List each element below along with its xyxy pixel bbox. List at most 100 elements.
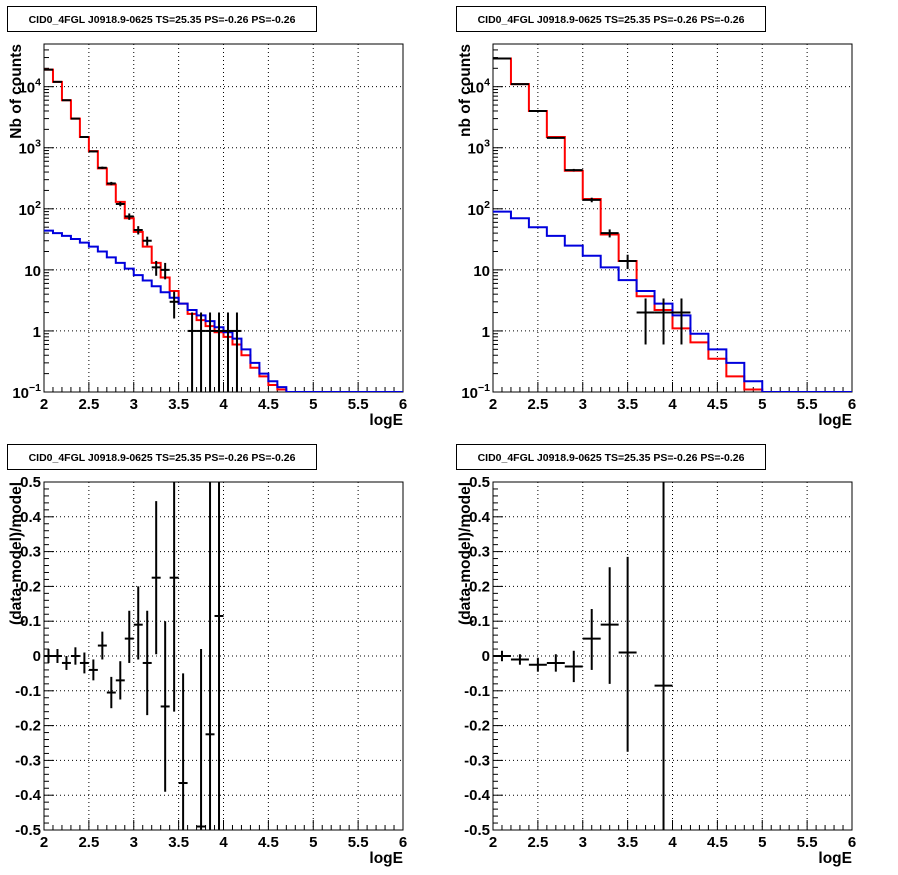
y-tick-label: 104 xyxy=(467,77,490,97)
panel-residuals-coarse: 2 2.5 3 3.5 4 4.5 5 5.5 6 -0.5 -0.4 -0.3 -0.2 -0.1 0 0.… xyxy=(449,438,898,875)
y-tick-label: 102 xyxy=(18,199,41,219)
data-point xyxy=(654,298,673,345)
x-tick-label: 2 xyxy=(40,396,48,413)
y-tick-base: 10 xyxy=(12,385,29,402)
y-tick-base: 1 xyxy=(33,324,41,341)
data-point xyxy=(600,567,619,684)
data-point xyxy=(636,298,655,345)
x-tick-label: 6 xyxy=(848,834,856,851)
data-point xyxy=(618,254,637,270)
x-tick-label: 5 xyxy=(309,834,317,851)
chart-residuals-fine: 2 2.5 3 3.5 4 4.5 5 5.5 6 -0.5 -0.4 -0.3 -0.2 -0.1 0 0.… xyxy=(8,474,407,867)
data-point xyxy=(546,136,565,139)
y-axis-label: (data-model)/model xyxy=(457,482,474,625)
plot-area xyxy=(44,68,403,392)
x-tick-label: 6 xyxy=(399,396,407,413)
x-tick-label: 2.5 xyxy=(527,834,548,851)
data-point xyxy=(133,586,143,660)
data-point xyxy=(160,262,170,280)
panel-title: CID0_4FGL J0918.9-0625 TS=25.35 PS=-0.26… xyxy=(456,444,766,470)
data-point xyxy=(528,657,547,672)
x-tick-label: 3 xyxy=(579,396,587,413)
x-tick-label: 3.5 xyxy=(168,396,189,413)
axis-ticks xyxy=(492,43,853,393)
chart-counts-coarse: 2 2.5 3 3.5 4 4.5 5 5.5 610−1110102103104logEnb … xyxy=(457,43,856,429)
y-tick-base: 10 xyxy=(467,202,484,219)
y-tick-label: 10 xyxy=(473,263,490,280)
y-tick-exponent: −1 xyxy=(29,382,41,394)
y-tick-label: 102 xyxy=(467,199,490,219)
x-tick-label: 5.5 xyxy=(797,834,818,851)
x-tick-label: 5 xyxy=(309,396,317,413)
data-point xyxy=(106,676,116,709)
data-point xyxy=(564,168,583,172)
y-tick-label: -0.1 xyxy=(464,683,490,700)
plot-area xyxy=(44,482,224,830)
x-tick-label: 2 xyxy=(489,834,497,851)
y-tick-label: -0.3 xyxy=(15,752,41,769)
chart-counts-fine: 2 2.5 3 3.5 4 4.5 5 5.5 610−1110102103104logENb … xyxy=(8,43,407,429)
x-tick-label: 4.5 xyxy=(707,834,728,851)
y-tick-label: 0.5 xyxy=(20,474,41,491)
data-point xyxy=(151,260,161,276)
y-tick-label: -0.1 xyxy=(15,683,41,700)
data-point xyxy=(582,197,601,203)
x-tick-label: 4 xyxy=(668,396,677,413)
y-tick-label: 0.3 xyxy=(469,544,490,561)
data-point xyxy=(672,298,691,345)
data-point xyxy=(214,312,224,392)
y-tick-label: 0.1 xyxy=(469,613,490,630)
panel-counts-fine: 2 2.5 3 3.5 4 4.5 5 5.5 6 10−1 1 10 102 103 104 logE Nb … xyxy=(0,0,449,437)
x-tick-label: 6 xyxy=(399,834,407,851)
panel-title: CID0_4FGL J0918.9-0625 TS=25.35 PS=-0.26… xyxy=(456,6,766,32)
panel-title: CID0_4FGL J0918.9-0625 TS=25.35 PS=-0.26… xyxy=(7,6,317,32)
y-tick-label: -0.2 xyxy=(464,718,490,735)
x-tick-label: 4 xyxy=(219,396,228,413)
data-point xyxy=(205,312,215,392)
x-tick-label: 5.5 xyxy=(348,834,369,851)
data-point xyxy=(205,482,215,830)
grid xyxy=(493,482,852,830)
data-point xyxy=(44,68,53,71)
y-tick-base: 10 xyxy=(467,80,484,97)
y-tick-label: 1 xyxy=(482,324,490,341)
data-point xyxy=(169,291,179,319)
y-tick-exponent: 4 xyxy=(35,77,41,89)
x-axis-label: logE xyxy=(369,412,403,429)
y-tick-label: 103 xyxy=(18,138,41,158)
data-point xyxy=(97,166,107,169)
x-tick-label: 2.5 xyxy=(78,396,99,413)
data-point xyxy=(214,482,224,830)
x-tick-label: 3.5 xyxy=(168,834,189,851)
x-tick-label: 5 xyxy=(758,834,766,851)
y-tick-label: -0.5 xyxy=(464,822,490,839)
data-point xyxy=(124,213,134,220)
x-tick-label: 4.5 xyxy=(258,396,279,413)
grid xyxy=(493,44,852,392)
x-tick-label: 2.5 xyxy=(78,834,99,851)
y-tick-label: 10−1 xyxy=(461,382,490,402)
x-tick-label: 6 xyxy=(848,396,856,413)
data-point xyxy=(70,647,80,665)
y-tick-label: 103 xyxy=(467,138,490,158)
y-tick-exponent: 4 xyxy=(484,77,490,89)
data-point xyxy=(133,226,143,235)
data-point xyxy=(124,610,134,663)
x-tick-label: 4.5 xyxy=(707,396,728,413)
chart-residuals-coarse: 2 2.5 3 3.5 4 4.5 5 5.5 6 -0.5 -0.4 -0.3 -0.2 -0.1 0 0.… xyxy=(457,474,856,867)
y-tick-label: 10 xyxy=(24,263,41,280)
y-tick-label: 104 xyxy=(18,77,41,97)
y-tick-label: 0.2 xyxy=(469,578,490,595)
y-tick-exponent: 3 xyxy=(484,138,490,150)
data-point xyxy=(115,201,125,207)
y-tick-label: 0.2 xyxy=(20,578,41,595)
y-tick-label: -0.4 xyxy=(464,787,491,804)
data-point xyxy=(528,109,547,112)
data-point xyxy=(223,312,233,392)
y-tick-label: -0.3 xyxy=(464,752,490,769)
y-tick-exponent: −1 xyxy=(478,382,490,394)
data-point xyxy=(88,659,98,681)
x-tick-label: 2 xyxy=(40,834,48,851)
data-point xyxy=(196,649,206,830)
plot-area xyxy=(493,57,852,392)
